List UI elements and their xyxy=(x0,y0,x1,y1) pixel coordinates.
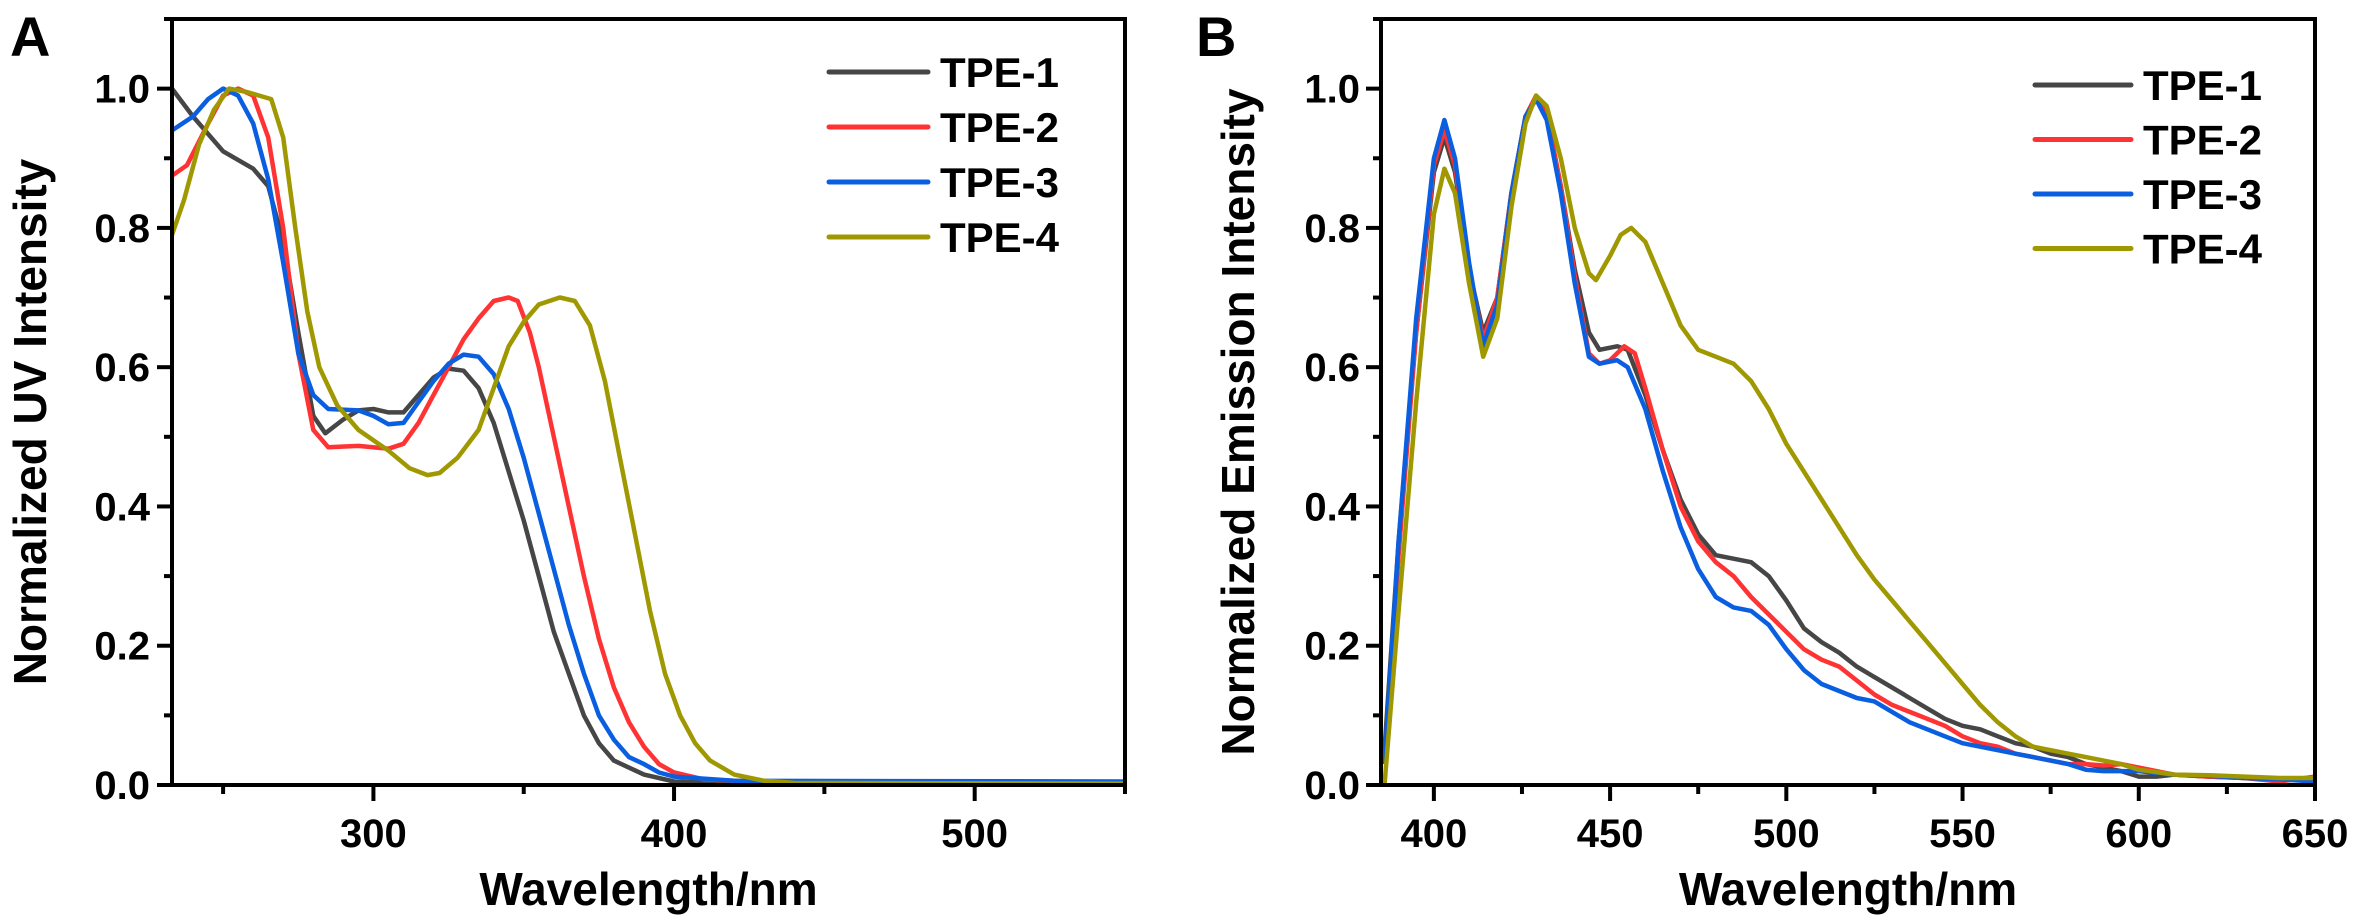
series-line-tpe-3 xyxy=(172,86,1125,784)
y-axis-title: Normalized UV Intensity xyxy=(4,158,56,685)
legend-label: TPE-2 xyxy=(2143,117,2262,164)
series-line-tpe-2 xyxy=(172,86,1125,785)
legend: TPE-1 TPE-2 TPE-3 TPE-4 xyxy=(826,49,1060,261)
panel-b: B Wavelength/nm Normalized Emission Inte… xyxy=(1196,5,2348,915)
plot-frame xyxy=(1379,17,2317,787)
x-tick-label: 500 xyxy=(1753,812,1820,856)
y-tick-label: 0.4 xyxy=(1304,485,1360,529)
x-tick-label: 500 xyxy=(941,812,1008,856)
y-tick-label: 0.6 xyxy=(94,346,150,390)
series-line-tpe-4 xyxy=(172,86,1125,785)
x-axis-title: Wavelength/nm xyxy=(1679,863,2017,915)
x-tick-label: 550 xyxy=(1929,812,1996,856)
y-tick-label: 0.6 xyxy=(1304,346,1360,390)
panel-letter-a: A xyxy=(10,5,50,68)
y-tick-label: 1.0 xyxy=(94,68,150,112)
legend-label: TPE-3 xyxy=(940,159,1059,206)
legend-label: TPE-4 xyxy=(2143,226,2263,273)
x-tick-label: 600 xyxy=(2105,812,2172,856)
legend-label: TPE-4 xyxy=(940,214,1060,261)
y-tick-label: 0.8 xyxy=(1304,207,1360,251)
y-tick-label: 0.4 xyxy=(94,485,150,529)
x-tick-label: 400 xyxy=(641,812,708,856)
legend-label: TPE-2 xyxy=(940,104,1059,151)
y-tick-label: 0.2 xyxy=(1304,625,1360,669)
series-line-tpe-4 xyxy=(1382,93,2315,785)
y-tick-label: 0.0 xyxy=(94,764,150,808)
y-axis-title: Normalized Emission Intensity xyxy=(1212,88,1264,756)
legend: TPE-1 TPE-2 TPE-3 TPE-4 xyxy=(2032,62,2263,273)
x-axis-title: Wavelength/nm xyxy=(479,863,817,915)
plot-frame xyxy=(170,17,1127,787)
legend-label: TPE-3 xyxy=(2143,171,2262,218)
panel-letter-b: B xyxy=(1196,5,1236,68)
y-tick-label: 0.0 xyxy=(1304,764,1360,808)
x-tick-label: 650 xyxy=(2282,812,2349,856)
legend-label: TPE-1 xyxy=(2143,62,2262,109)
x-tick-label: 400 xyxy=(1400,812,1467,856)
y-tick-label: 0.8 xyxy=(94,207,150,251)
x-tick-label: 450 xyxy=(1577,812,1644,856)
y-tick-label: 0.2 xyxy=(94,625,150,669)
legend-label: TPE-1 xyxy=(940,49,1059,96)
panel-a: A Wavelength/nm Normalized UV Intensity … xyxy=(4,5,1127,915)
x-tick-label: 300 xyxy=(340,812,407,856)
y-tick-label: 1.0 xyxy=(1304,68,1360,112)
